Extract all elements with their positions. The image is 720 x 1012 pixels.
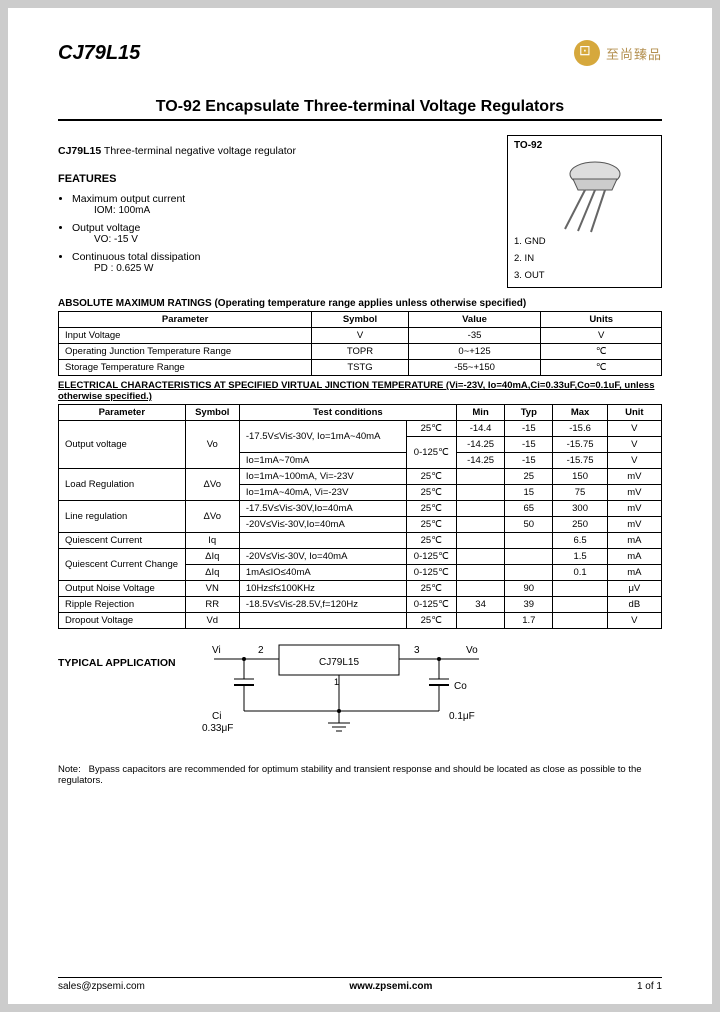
table-row: Ripple RejectionRR -18.5V≤Vi≤-28.5V,f=12… [59, 597, 662, 613]
intro-left: CJ79L15 Three-terminal negative voltage … [58, 135, 495, 288]
table-row: Load Regulation ΔVo Io=1mA~100mA, Vi=-23… [59, 469, 662, 485]
desc-text: Three-terminal negative voltage regulato… [101, 145, 296, 157]
table-row: Quiescent CurrentIq 25℃ 6.5mA [59, 533, 662, 549]
th: Symbol [312, 312, 408, 328]
to92-icon [540, 154, 630, 234]
table-row: Quiescent Current Change ΔIq -20V≤Vi≤-30… [59, 549, 662, 565]
note-text: Bypass capacitors are recommended for op… [58, 764, 642, 786]
amr-table: Parameter Symbol Value Units Input Volta… [58, 311, 662, 376]
th: Units [541, 312, 662, 328]
header: CJ79L15 至尚臻品 [58, 40, 662, 66]
logo-text: 至尚臻品 [606, 44, 662, 63]
table-row: Output Noise VoltageVN 10Hz≤f≤100KHz25℃ … [59, 581, 662, 597]
svg-text:3: 3 [414, 645, 420, 656]
features-list: Maximum output current IOM: 100mA Output… [72, 193, 495, 274]
page-title: TO-92 Encapsulate Three-terminal Voltage… [58, 98, 662, 121]
package-image [514, 151, 655, 236]
table-row: Line regulation ΔVo -17.5V≤Vi≤-30V,Io=40… [59, 501, 662, 517]
footer-page: 1 of 1 [637, 981, 662, 992]
pin-label: 2. IN [514, 253, 655, 264]
elec-table: Parameter Symbol Test conditions Min Typ… [58, 404, 662, 629]
note: Note: Bypass capacitors are recommended … [58, 764, 662, 786]
svg-text:Vo: Vo [466, 645, 478, 656]
table-row: Storage Temperature RangeTSTG-55~+150℃ [59, 360, 662, 376]
svg-text:0.33μF: 0.33μF [202, 723, 233, 734]
feat-text: Output voltage [72, 222, 140, 234]
desc-part: CJ79L15 [58, 145, 101, 157]
footer-email: sales@zpsemi.com [58, 981, 145, 992]
amr-title: ABSOLUTE MAXIMUM RATINGS (Operating temp… [58, 298, 662, 309]
svg-text:0.1μF: 0.1μF [449, 711, 475, 722]
feat-sub: VO: -15 V [94, 234, 495, 245]
table-row: Parameter Symbol Test conditions Min Typ… [59, 405, 662, 421]
feature-item: Maximum output current IOM: 100mA [72, 193, 495, 216]
logo-icon [574, 40, 600, 66]
feat-sub: IOM: 100mA [94, 205, 495, 216]
app-row: TYPICAL APPLICATION Vi 2 3 Vo CJ79L15 1 [58, 643, 662, 754]
svg-text:Co: Co [454, 681, 467, 692]
table-row: Dropout VoltageVd 25℃ 1.7V [59, 613, 662, 629]
svg-text:Vi: Vi [212, 645, 221, 656]
package-title: TO-92 [514, 140, 655, 151]
feat-text: Maximum output current [72, 193, 185, 205]
table-row: Input VoltageV-35V [59, 328, 662, 344]
svg-text:CJ79L15: CJ79L15 [319, 657, 359, 668]
pin-label: 1. GND [514, 236, 655, 247]
part-number: CJ79L15 [58, 42, 140, 65]
table-row: Parameter Symbol Value Units [59, 312, 662, 328]
feature-item: Continuous total dissipation PD : 0.625 … [72, 251, 495, 274]
brand-logo: 至尚臻品 [574, 40, 662, 66]
datasheet-page: CJ79L15 至尚臻品 TO-92 Encapsulate Three-ter… [8, 8, 712, 1004]
note-label: Note: [58, 764, 81, 775]
table-row: Output voltage Vo -17.5V≤Vi≤-30V, Io=1mA… [59, 421, 662, 437]
table-row: Operating Junction Temperature RangeTOPR… [59, 344, 662, 360]
pin-label: 3. OUT [514, 270, 655, 281]
package-box: TO-92 1. GND 2. IN 3. OUT [507, 135, 662, 288]
circuit-diagram-icon: Vi 2 3 Vo CJ79L15 1 Ci [194, 639, 504, 754]
th: Parameter [59, 312, 312, 328]
intro-row: CJ79L15 Three-terminal negative voltage … [58, 135, 662, 288]
feat-sub: PD : 0.625 W [94, 263, 495, 274]
feature-item: Output voltage VO: -15 V [72, 222, 495, 245]
footer-site: www.zpsemi.com [349, 981, 432, 992]
app-heading: TYPICAL APPLICATION [58, 657, 176, 669]
th: Value [408, 312, 541, 328]
svg-text:Ci: Ci [212, 711, 221, 722]
svg-text:1: 1 [334, 677, 339, 687]
elec-title: ELECTRICAL CHARACTERISTICS AT SPECIFIED … [58, 380, 662, 402]
footer: sales@zpsemi.com www.zpsemi.com 1 of 1 [58, 977, 662, 992]
svg-text:2: 2 [258, 645, 264, 656]
feat-text: Continuous total dissipation [72, 251, 200, 263]
description: CJ79L15 Three-terminal negative voltage … [58, 145, 495, 157]
features-heading: FEATURES [58, 173, 495, 185]
